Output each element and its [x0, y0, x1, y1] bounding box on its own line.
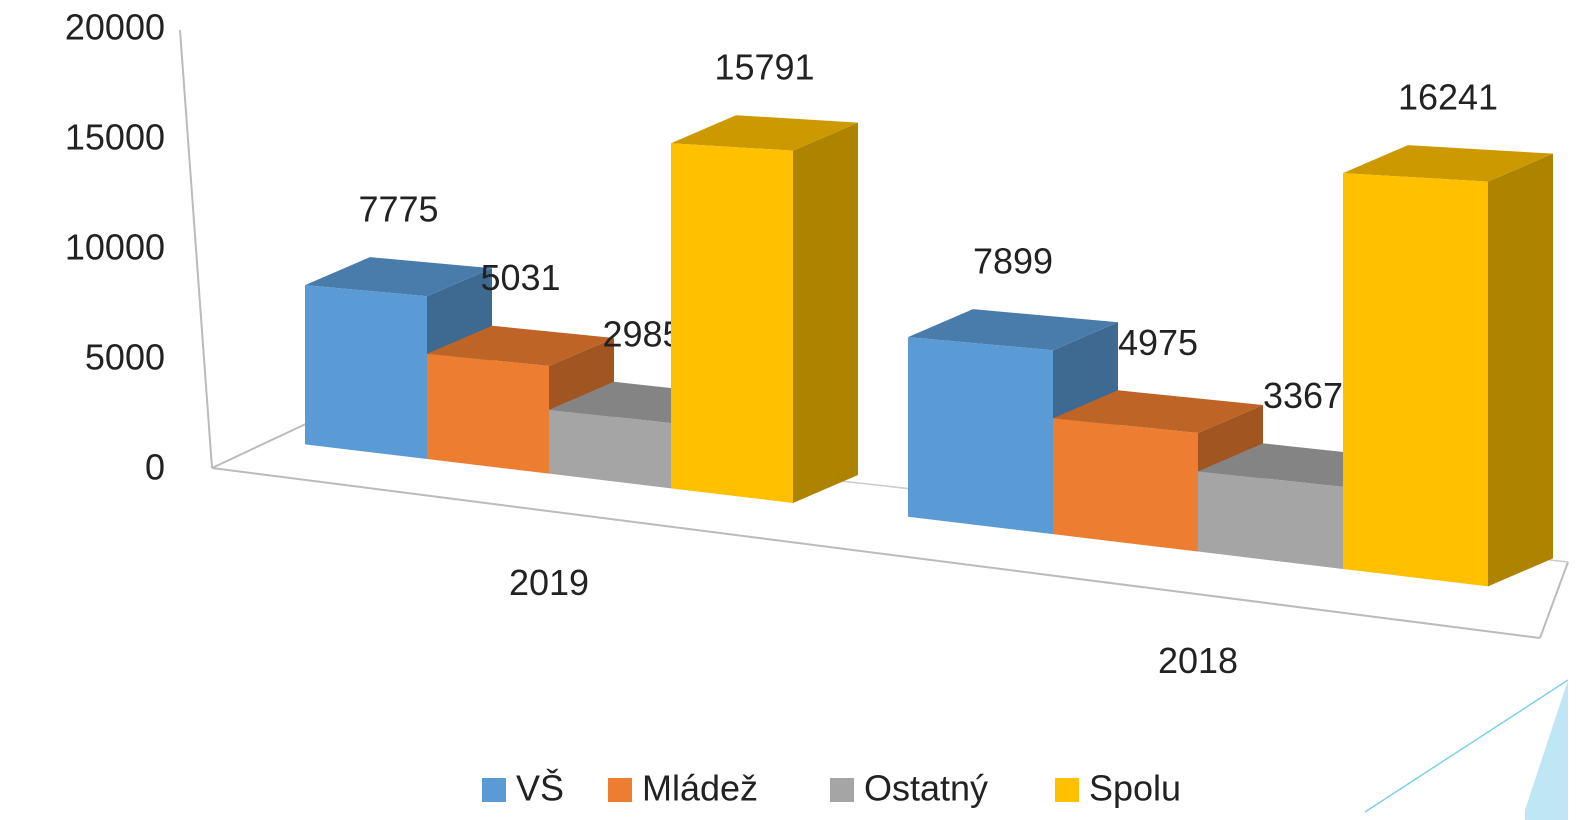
bar-side — [1488, 153, 1553, 587]
y-tick-label: 5000 — [85, 337, 165, 378]
x-tick-label: 2018 — [1158, 640, 1238, 681]
bar — [908, 337, 1053, 535]
legend-label: Spolu — [1089, 768, 1181, 809]
data-label: 2985 — [602, 313, 682, 354]
bar — [427, 353, 549, 474]
legend-label: Mládež — [642, 768, 758, 809]
legend-swatch — [1055, 778, 1079, 802]
legend-label: Ostatný — [864, 768, 988, 809]
bar-top — [908, 309, 1118, 351]
bar — [305, 285, 427, 460]
bar-side — [793, 122, 858, 503]
legend-swatch — [482, 778, 506, 802]
floor-edge — [1539, 561, 1569, 639]
bar-top — [1053, 390, 1263, 434]
bar-top — [427, 325, 614, 367]
decoration — [1364, 679, 1569, 813]
back-wall-edge — [179, 29, 213, 469]
decoration — [1525, 680, 1568, 820]
legend-label: VŠ — [516, 768, 564, 809]
y-tick-label: 0 — [145, 447, 165, 488]
bar — [549, 409, 671, 489]
data-label: 7775 — [358, 189, 438, 230]
bar-top — [1343, 145, 1553, 182]
data-label: 3367 — [1263, 375, 1343, 416]
data-label: 16241 — [1398, 77, 1498, 118]
bar — [1343, 173, 1488, 587]
y-tick-label: 15000 — [65, 117, 165, 158]
data-label: 5031 — [480, 257, 560, 298]
bar — [1198, 471, 1343, 569]
floor-edge — [211, 421, 311, 469]
bar-top — [671, 115, 858, 151]
bar-top — [305, 257, 492, 297]
floor-edge — [211, 467, 1541, 639]
x-tick-label: 2019 — [509, 562, 589, 603]
legend-swatch — [608, 778, 632, 802]
data-label: 7899 — [973, 241, 1053, 282]
y-tick-label: 20000 — [65, 7, 165, 48]
bar — [1053, 418, 1198, 552]
y-tick-label: 10000 — [65, 227, 165, 268]
bar — [671, 143, 793, 503]
data-label: 15791 — [714, 47, 814, 88]
data-label: 4975 — [1118, 322, 1198, 363]
legend-swatch — [830, 778, 854, 802]
